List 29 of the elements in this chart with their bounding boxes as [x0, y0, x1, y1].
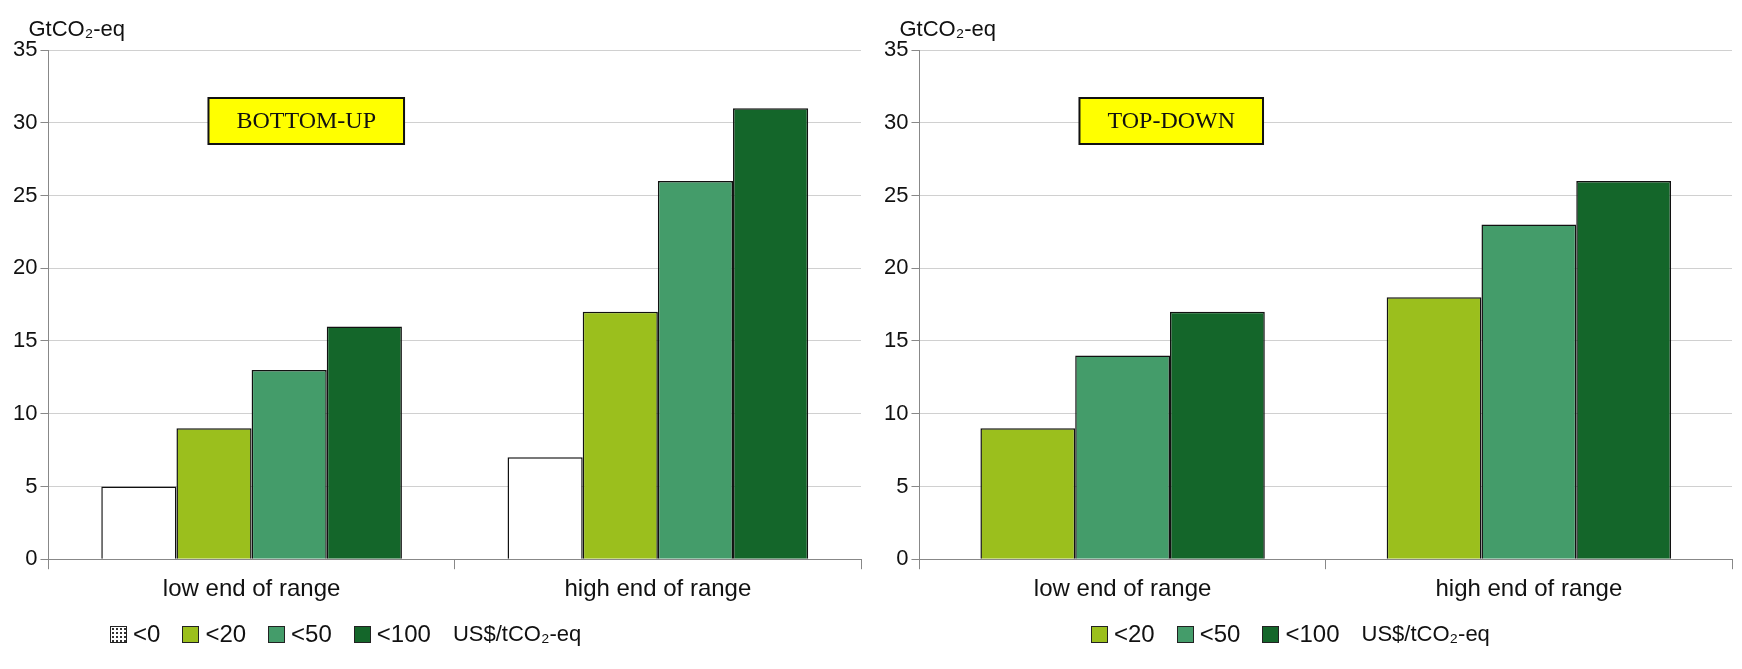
legend-label: <50 [291, 620, 332, 648]
legend-label: <20 [1114, 620, 1155, 648]
y-tick-label: 30 [883, 108, 909, 134]
annotation: TOP-DOWN [1107, 107, 1236, 134]
legend-label: <100 [376, 620, 431, 648]
y-tick-label: 20 [883, 254, 909, 280]
y-tick-label: 20 [12, 254, 38, 280]
annotation: BOTTOM-UP [236, 107, 377, 134]
legend-title: US$/tCO₂-eq [452, 621, 582, 647]
x-tick-label: low end of range [162, 574, 341, 602]
x-tick-label: low end of range [1033, 574, 1212, 602]
legend-label: <50 [1199, 620, 1241, 648]
legend-label: <20 [205, 620, 247, 648]
legend-title: US$/tCO₂-eq [1361, 621, 1490, 647]
x-tick-label: high end of range [1435, 574, 1623, 602]
y-tick-label: 25 [12, 181, 38, 207]
y-tick-label: 0 [25, 545, 38, 571]
x-tick-label: high end of range [564, 574, 752, 602]
y-tick-label: 5 [896, 472, 909, 498]
text: <0 [133, 620, 161, 648]
y-tick-label: 5 [25, 472, 38, 498]
y-tick-label: 15 [883, 327, 909, 353]
y-tick-label: 30 [12, 108, 38, 134]
y-tick-label: 0 [896, 545, 909, 571]
y-tick-label: 15 [12, 327, 38, 353]
y-tick-label: 10 [883, 399, 909, 425]
y-tick-label: 10 [12, 399, 38, 425]
y-tick-label: 25 [883, 181, 909, 207]
legend-label: <100 [1285, 620, 1340, 648]
